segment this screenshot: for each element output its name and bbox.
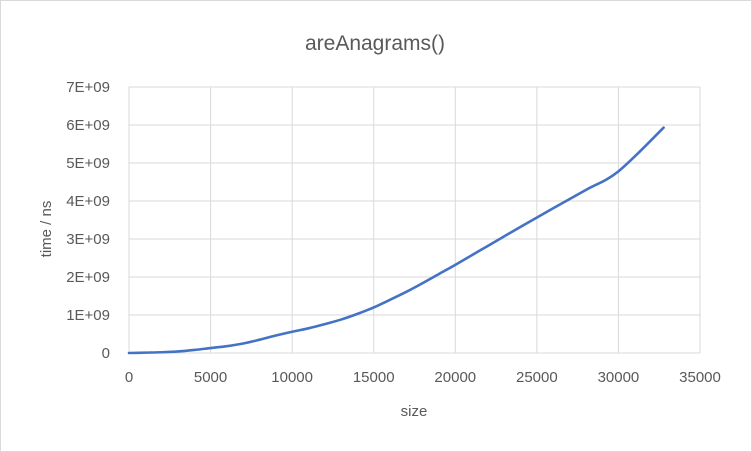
x-tick-label: 30000 bbox=[598, 369, 640, 386]
axes bbox=[128, 87, 700, 354]
x-tick-label: 25000 bbox=[516, 369, 558, 386]
x-tick-label: 0 bbox=[125, 369, 133, 386]
y-tick-label: 7E+09 bbox=[66, 79, 110, 96]
x-axis-title: size bbox=[401, 403, 428, 420]
tick-labels: 0 1E+09 2E+09 3E+09 4E+09 5E+09 6E+09 7E+09 0 500… bbox=[66, 79, 721, 386]
y-tick-label: 6E+09 bbox=[66, 117, 110, 134]
gridlines bbox=[129, 86, 701, 353]
chart-title: areAnagrams() bbox=[305, 32, 445, 55]
y-tick-label: 0 bbox=[102, 345, 110, 362]
y-tick-label: 3E+09 bbox=[66, 231, 110, 248]
y-tick-label: 4E+09 bbox=[66, 193, 110, 210]
x-tick-label: 15000 bbox=[353, 369, 395, 386]
series-layer bbox=[127, 126, 665, 355]
x-tick-label: 20000 bbox=[434, 369, 476, 386]
x-tick-label: 5000 bbox=[194, 369, 227, 386]
y-axis-title: time / ns bbox=[38, 201, 55, 258]
y-tick-label: 5E+09 bbox=[66, 155, 110, 172]
y-tick-label: 2E+09 bbox=[66, 269, 110, 286]
x-tick-label: 10000 bbox=[271, 369, 313, 386]
series-line bbox=[127, 126, 665, 355]
y-tick-label: 1E+09 bbox=[66, 307, 110, 324]
x-tick-label: 35000 bbox=[679, 369, 721, 386]
